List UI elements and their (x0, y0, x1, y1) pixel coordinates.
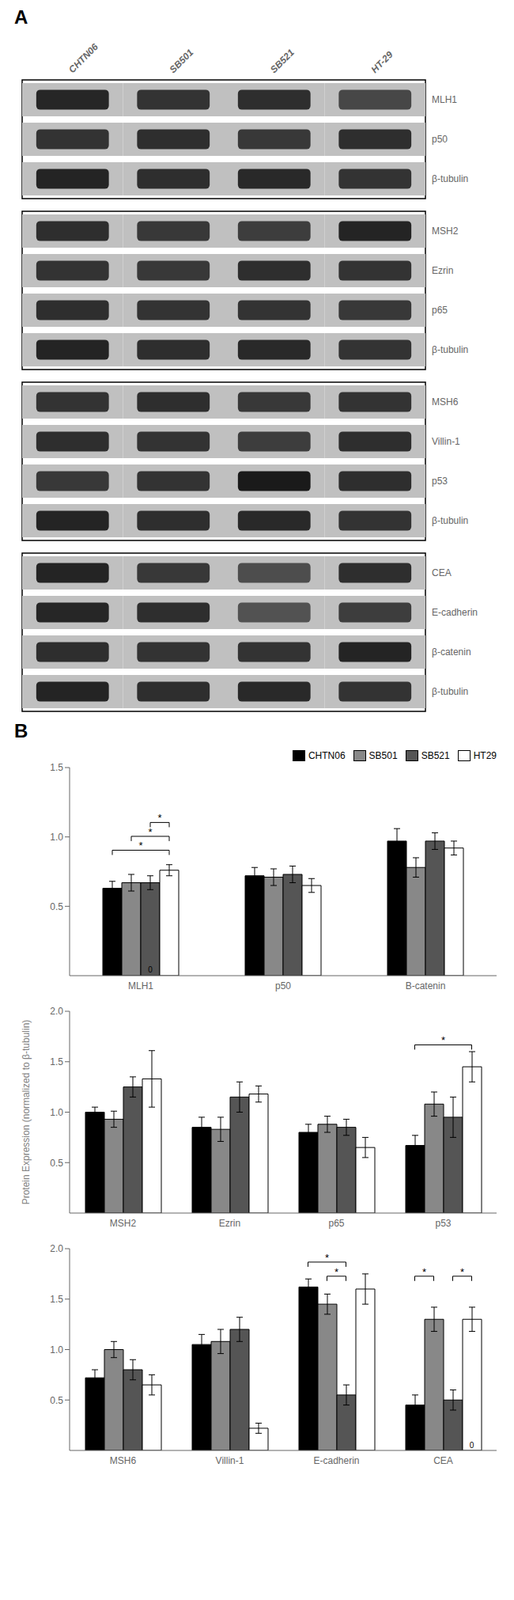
svg-text:0.5: 0.5 (49, 1156, 64, 1168)
svg-text:MSH6: MSH6 (109, 1454, 137, 1466)
svg-text:p50: p50 (275, 979, 292, 991)
svg-text:p53: p53 (431, 475, 448, 487)
svg-text:1.5: 1.5 (49, 1292, 64, 1304)
svg-text:β-catenin: β-catenin (431, 646, 472, 658)
html-text:A: A (14, 6, 28, 28)
svg-text:CEA: CEA (431, 566, 452, 579)
svg-text:SB521: SB521 (268, 46, 297, 76)
svg-text:Protein Expression (normalized: Protein Expression (normalized to β-tubu… (20, 1019, 32, 1205)
svg-text:Villin-1: Villin-1 (215, 1454, 245, 1466)
svg-text:HT-29: HT-29 (368, 49, 395, 76)
svg-text:0: 0 (469, 1439, 475, 1449)
svg-text:CHTN06: CHTN06 (66, 41, 101, 76)
svg-text:2.0: 2.0 (49, 1005, 64, 1017)
svg-text:2.0: 2.0 (49, 1242, 64, 1254)
svg-text:0.5: 0.5 (49, 900, 64, 912)
html-text:CHTN06: CHTN06 (308, 749, 346, 761)
svg-text:MSH2: MSH2 (431, 225, 459, 237)
html-text:B: B (14, 719, 28, 741)
svg-text:CEA: CEA (433, 1454, 454, 1466)
svg-text:Ezrin: Ezrin (431, 264, 454, 276)
svg-text:*: * (334, 1265, 339, 1278)
svg-text:MSH6: MSH6 (431, 396, 459, 408)
html-text:HT29: HT29 (473, 749, 497, 761)
svg-text:MSH2: MSH2 (109, 1216, 137, 1229)
html-text:SB521: SB521 (421, 749, 450, 761)
svg-text:*: * (460, 1265, 465, 1278)
svg-text:1.5: 1.5 (49, 1055, 64, 1067)
svg-text:*: * (325, 1250, 329, 1263)
svg-text:β-tubulin: β-tubulin (431, 514, 469, 526)
svg-text:*: * (157, 811, 162, 824)
svg-text:SB501: SB501 (166, 46, 196, 76)
svg-text:MLH1: MLH1 (431, 94, 458, 106)
svg-text:β-tubulin: β-tubulin (431, 685, 469, 697)
svg-text:p65: p65 (431, 304, 448, 316)
svg-text:*: * (441, 1033, 446, 1046)
svg-text:E-cadherin: E-cadherin (313, 1454, 360, 1466)
svg-text:MLH1: MLH1 (128, 979, 154, 991)
svg-text:*: * (138, 839, 143, 851)
svg-text:*: * (147, 825, 152, 838)
svg-text:1.5: 1.5 (49, 761, 64, 773)
svg-text:p53: p53 (434, 1216, 451, 1229)
html-text:SB501: SB501 (368, 749, 398, 761)
svg-text:1.0: 1.0 (49, 1343, 64, 1355)
svg-text:Ezrin: Ezrin (219, 1216, 241, 1229)
svg-text:0: 0 (147, 964, 153, 974)
svg-text:B-catenin: B-catenin (405, 979, 446, 991)
svg-text:p65: p65 (328, 1216, 344, 1229)
svg-text:p50: p50 (431, 133, 448, 145)
svg-text:1.0: 1.0 (49, 1106, 64, 1118)
svg-text:β-tubulin: β-tubulin (431, 343, 469, 356)
svg-text:E-cadherin: E-cadherin (431, 606, 478, 618)
svg-text:0.5: 0.5 (49, 1394, 64, 1406)
svg-text:β-tubulin: β-tubulin (431, 173, 469, 185)
svg-text:Villin-1: Villin-1 (431, 435, 461, 447)
svg-text:*: * (422, 1265, 427, 1278)
svg-text:1.0: 1.0 (49, 831, 64, 843)
